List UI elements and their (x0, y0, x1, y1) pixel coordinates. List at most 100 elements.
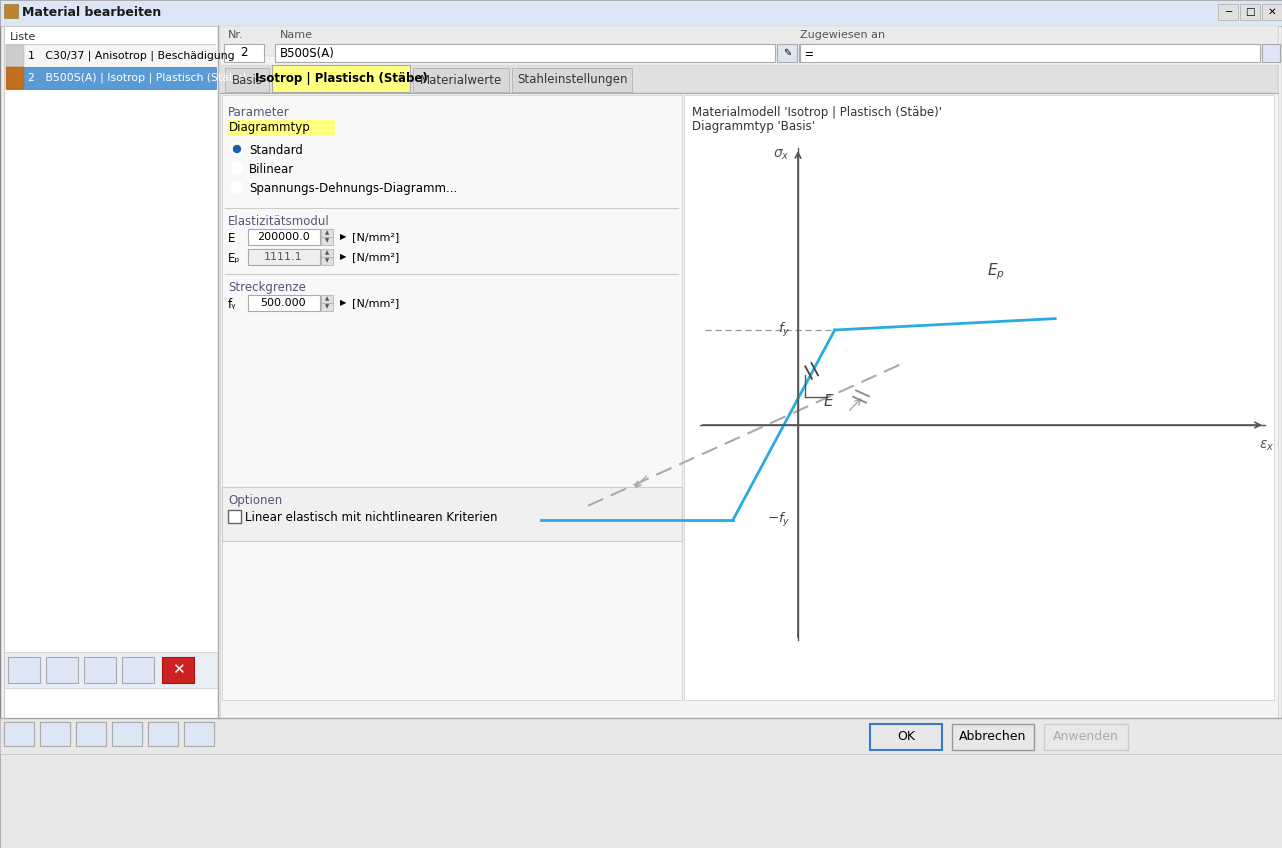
Bar (8, 657, 40, 683)
Text: 1111.1: 1111.1 (264, 252, 303, 262)
Bar (224, 44, 264, 62)
Bar (40, 722, 71, 746)
Bar (320, 229, 333, 237)
Text: 2   B500S(A) | Isotrop | Plastisch (Stäbe): 2 B500S(A) | Isotrop | Plastisch (Stäbe) (28, 73, 247, 83)
Bar (247, 249, 320, 265)
Bar (221, 26, 1278, 56)
Bar (6, 67, 24, 89)
Text: ▼: ▼ (324, 238, 329, 243)
Bar (0, 718, 1282, 848)
Text: $E$: $E$ (823, 393, 835, 410)
Bar (0, 718, 1282, 720)
Text: Parameter: Parameter (228, 106, 290, 119)
Bar (272, 65, 410, 92)
Text: ▼: ▼ (324, 304, 329, 310)
Bar (4, 4, 18, 18)
Text: Spannungs-Dehnungs-Diagramm...: Spannungs-Dehnungs-Diagramm... (249, 182, 458, 195)
Text: fᵧ: fᵧ (228, 298, 236, 311)
Text: Nr.: Nr. (228, 30, 244, 40)
Text: ✎: ✎ (783, 48, 791, 58)
Circle shape (233, 146, 241, 153)
Text: □: □ (1245, 7, 1255, 17)
Text: Linear elastisch mit nichtlinearen Kriterien: Linear elastisch mit nichtlinearen Krite… (245, 511, 497, 524)
Circle shape (231, 181, 244, 193)
Text: Liste: Liste (10, 32, 36, 42)
Text: $\varepsilon_x$: $\varepsilon_x$ (1259, 439, 1274, 454)
Text: Stahleinstellungen: Stahleinstellungen (517, 74, 627, 86)
Text: [N/mm²]: [N/mm²] (353, 252, 399, 262)
Text: ▲: ▲ (324, 231, 329, 236)
Bar (46, 657, 78, 683)
Bar (799, 44, 819, 62)
Text: 1   C30/37 | Anisotrop | Beschädigung: 1 C30/37 | Anisotrop | Beschädigung (28, 51, 235, 61)
Bar (221, 65, 1278, 93)
Text: Basis: Basis (232, 74, 263, 86)
Text: Standard: Standard (249, 144, 303, 157)
Bar (85, 657, 115, 683)
Text: ▼: ▼ (324, 259, 329, 264)
Bar (1261, 44, 1279, 62)
Bar (1044, 724, 1128, 750)
Bar (76, 722, 106, 744)
Text: Bilinear: Bilinear (249, 163, 295, 176)
Bar (0, 0, 1282, 26)
Bar (512, 68, 632, 92)
Text: ▲: ▲ (324, 250, 329, 255)
Text: ─: ─ (1224, 7, 1231, 17)
Bar (6, 45, 24, 67)
Bar (4, 26, 218, 724)
Text: 500.000: 500.000 (260, 298, 306, 308)
Text: [N/mm²]: [N/mm²] (353, 298, 399, 308)
Text: 2: 2 (240, 47, 247, 59)
Bar (6, 44, 215, 45)
Text: Materialwerte: Materialwerte (420, 74, 503, 86)
Text: Name: Name (279, 30, 313, 40)
Text: Anwenden: Anwenden (1053, 730, 1119, 744)
Bar (320, 295, 333, 303)
Text: Material bearbeiten: Material bearbeiten (22, 7, 162, 20)
Bar (222, 487, 682, 541)
Bar (0, 718, 1282, 754)
Bar (185, 722, 214, 746)
Bar (870, 724, 942, 750)
Bar (6, 45, 215, 67)
Bar (4, 722, 35, 746)
Bar (228, 510, 241, 523)
Bar (112, 722, 142, 744)
Bar (185, 722, 214, 744)
Circle shape (231, 162, 244, 174)
Text: Materialmodell 'Isotrop | Plastisch (Stäbe)': Materialmodell 'Isotrop | Plastisch (Stä… (692, 106, 942, 119)
Bar (222, 95, 682, 700)
Bar (800, 44, 1260, 62)
Text: ▶: ▶ (340, 232, 346, 242)
Text: ⚌: ⚌ (805, 48, 813, 58)
Text: Streckgrenze: Streckgrenze (228, 281, 306, 294)
Text: OK: OK (897, 730, 915, 744)
Text: ▶: ▶ (340, 253, 346, 261)
Bar (147, 722, 178, 744)
Bar (6, 67, 215, 89)
Bar (413, 68, 509, 92)
Bar (221, 26, 1278, 718)
Text: Diagrammtyp 'Basis': Diagrammtyp 'Basis' (692, 120, 815, 133)
Text: ✕: ✕ (172, 662, 185, 678)
Text: Optionen: Optionen (228, 494, 282, 507)
Text: E: E (228, 232, 236, 245)
Bar (112, 722, 142, 746)
Circle shape (231, 143, 244, 155)
Bar (147, 722, 178, 746)
Bar (122, 657, 154, 683)
Text: Diagrammtyp: Diagrammtyp (229, 121, 310, 134)
Bar (4, 652, 218, 688)
Bar (227, 120, 335, 136)
Bar (777, 44, 797, 62)
Bar (320, 237, 333, 245)
Text: Zugewiesen an: Zugewiesen an (800, 30, 885, 40)
Bar (320, 303, 333, 311)
Text: [N/mm²]: [N/mm²] (353, 232, 399, 242)
Text: $\sigma_x$: $\sigma_x$ (773, 148, 790, 162)
Text: $E_p$: $E_p$ (987, 261, 1005, 282)
Text: $-f_y$: $-f_y$ (767, 511, 790, 529)
Text: Eₚ: Eₚ (228, 252, 241, 265)
Bar (320, 249, 333, 257)
